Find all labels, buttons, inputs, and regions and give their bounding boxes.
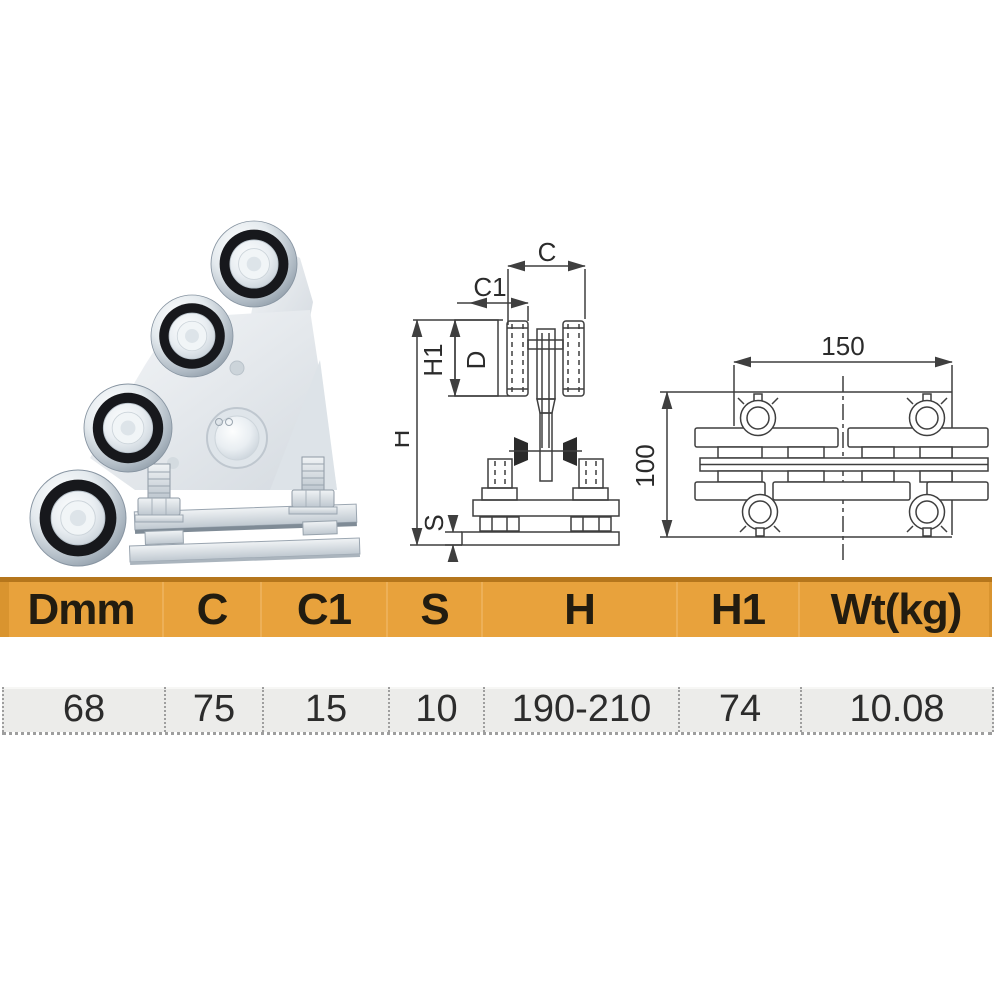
top-view-drawing: 150 100 [630, 331, 989, 560]
bolt-top-right [906, 393, 948, 437]
dim-label-h1: H1 [418, 343, 448, 376]
dim-label-s: S [419, 514, 449, 531]
value-cell-c: 75 [166, 687, 264, 732]
dim-label-c: C [538, 237, 557, 267]
trolley-wheel [29, 469, 127, 567]
front-view-wheels [506, 320, 585, 397]
header-cell-dmm: Dmm [0, 582, 164, 637]
header-cell-s: S [388, 582, 483, 637]
front-view-bearing [509, 437, 582, 466]
center-hub [167, 360, 268, 469]
header-cell-h: H [483, 582, 678, 637]
dim-s: S [419, 514, 462, 563]
spec-table-value-row: 68 75 15 10 190-210 74 10.08 [2, 687, 994, 735]
spec-table: Dmm C C1 S H H1 Wt(kg) 68 75 15 10 190-2… [0, 577, 994, 735]
header-cell-c1: C1 [262, 582, 388, 637]
value-cell-c1: 15 [264, 687, 390, 732]
front-view-base [461, 458, 620, 546]
dim-label-h: H [395, 430, 415, 449]
value-cell-wt: 10.08 [802, 687, 994, 732]
front-view-shaft [527, 328, 564, 482]
product-photo [29, 220, 361, 567]
front-view-drawing: C C1 H H1 D [395, 237, 620, 563]
dim-c: C [507, 237, 586, 325]
header-cell-c: C [164, 582, 262, 637]
dim-100: 100 [630, 391, 952, 538]
value-cell-h1: 74 [680, 687, 802, 732]
trolley-wheel [150, 294, 234, 378]
rail-bars [694, 427, 989, 501]
trolley-wheel [83, 383, 173, 473]
trolley-wheel [210, 220, 298, 308]
dim-label-d: D [461, 351, 491, 370]
adjuster-bolt-right [288, 456, 338, 515]
mounting-plate-stack [128, 503, 361, 566]
adjuster-bolt-left [134, 463, 184, 523]
spec-table-header-row: Dmm C C1 S H H1 Wt(kg) [0, 577, 992, 637]
dim-d: D [454, 319, 499, 397]
dim-label-100: 100 [630, 444, 660, 487]
header-cell-h1: H1 [678, 582, 800, 637]
dim-c1: C1 [457, 272, 529, 321]
value-cell-h: 190-210 [485, 687, 680, 732]
bolt-top-left [737, 393, 779, 437]
dim-150: 150 [733, 331, 953, 535]
bolt-bottom-right [906, 493, 948, 537]
dim-label-150: 150 [821, 331, 864, 361]
value-cell-dmm: 68 [2, 687, 166, 732]
dim-label-c1: C1 [473, 272, 506, 302]
value-cell-s: 10 [390, 687, 485, 732]
bolt-bottom-left [739, 493, 781, 537]
header-cell-wt: Wt(kg) [830, 584, 963, 634]
